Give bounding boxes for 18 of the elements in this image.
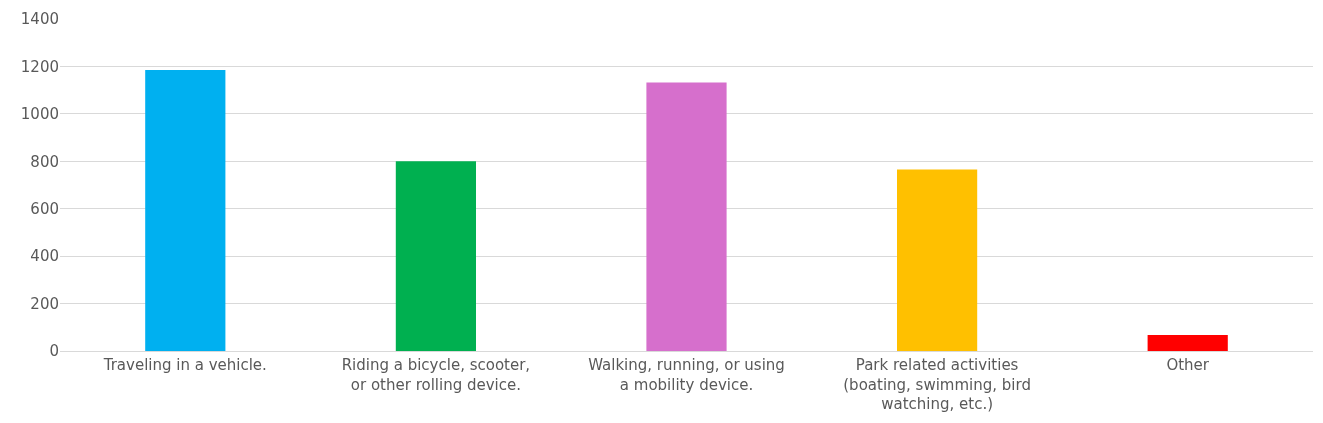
y-tick-label: 1200 — [20, 57, 59, 76]
x-tick-label: Traveling in a vehicle. — [102, 356, 267, 374]
x-tick-label: Walking, running, or using a mobility device. — [588, 356, 785, 394]
bar — [1147, 335, 1228, 351]
y-tick-label: 1400 — [20, 10, 59, 29]
y-tick-label: 600 — [30, 199, 59, 218]
y-tick-label: 400 — [30, 247, 59, 266]
y-tick-label: 200 — [30, 294, 59, 313]
bar — [897, 169, 978, 351]
y-tick-label: 800 — [30, 152, 59, 171]
bar — [395, 161, 476, 351]
bar — [145, 69, 226, 351]
y-tick-label: 1000 — [20, 105, 59, 124]
x-tick-label: Riding a bicycle, scooter, or other rolling device. — [341, 356, 531, 394]
x-tick-label: Park related activities (boating, swimming, bird watching, etc.) — [843, 356, 1031, 413]
bar — [646, 82, 727, 351]
x-tick-label: Other — [1166, 356, 1210, 374]
y-tick-label: 0 — [49, 342, 59, 361]
